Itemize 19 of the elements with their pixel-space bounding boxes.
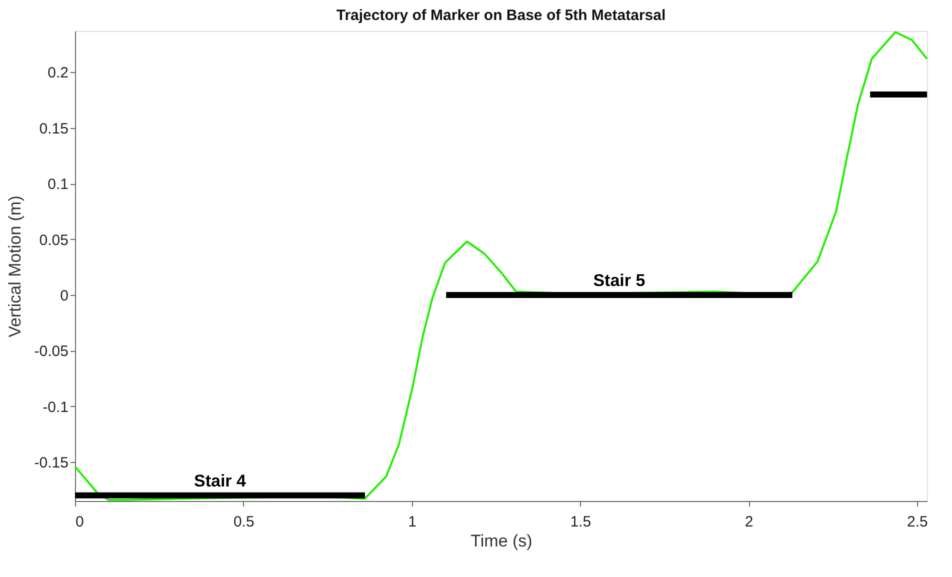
- x-tick-label: 2: [744, 514, 754, 530]
- y-tick-label: 0.1: [48, 176, 68, 194]
- series-label: Stair 5: [593, 270, 646, 290]
- y-tick-label: 0.05: [39, 232, 68, 249]
- x-axis-title: Time (s): [470, 532, 532, 550]
- x-tick-label: 1: [408, 514, 416, 530]
- y-tick-label: 0.15: [39, 120, 68, 138]
- y-tick-label: -0.15: [34, 454, 68, 472]
- x-tick-label: 2.5: [906, 514, 928, 530]
- x-tick-label: 1.5: [570, 514, 592, 530]
- series-label: Stair 4: [194, 471, 246, 490]
- x-tick-label: 0: [76, 514, 84, 530]
- chart-title: Trajectory of Marker on Base of 5th Metatarsal: [336, 7, 666, 24]
- x-tick-label: 0.5: [233, 514, 254, 530]
- y-axis-title: Vertical Motion (m): [5, 196, 24, 338]
- y-tick-label: -0.1: [42, 398, 68, 416]
- y-tick-label: 0: [60, 287, 68, 304]
- y-tick-label: 0.2: [48, 64, 68, 82]
- y-tick-label: -0.05: [34, 343, 68, 360]
